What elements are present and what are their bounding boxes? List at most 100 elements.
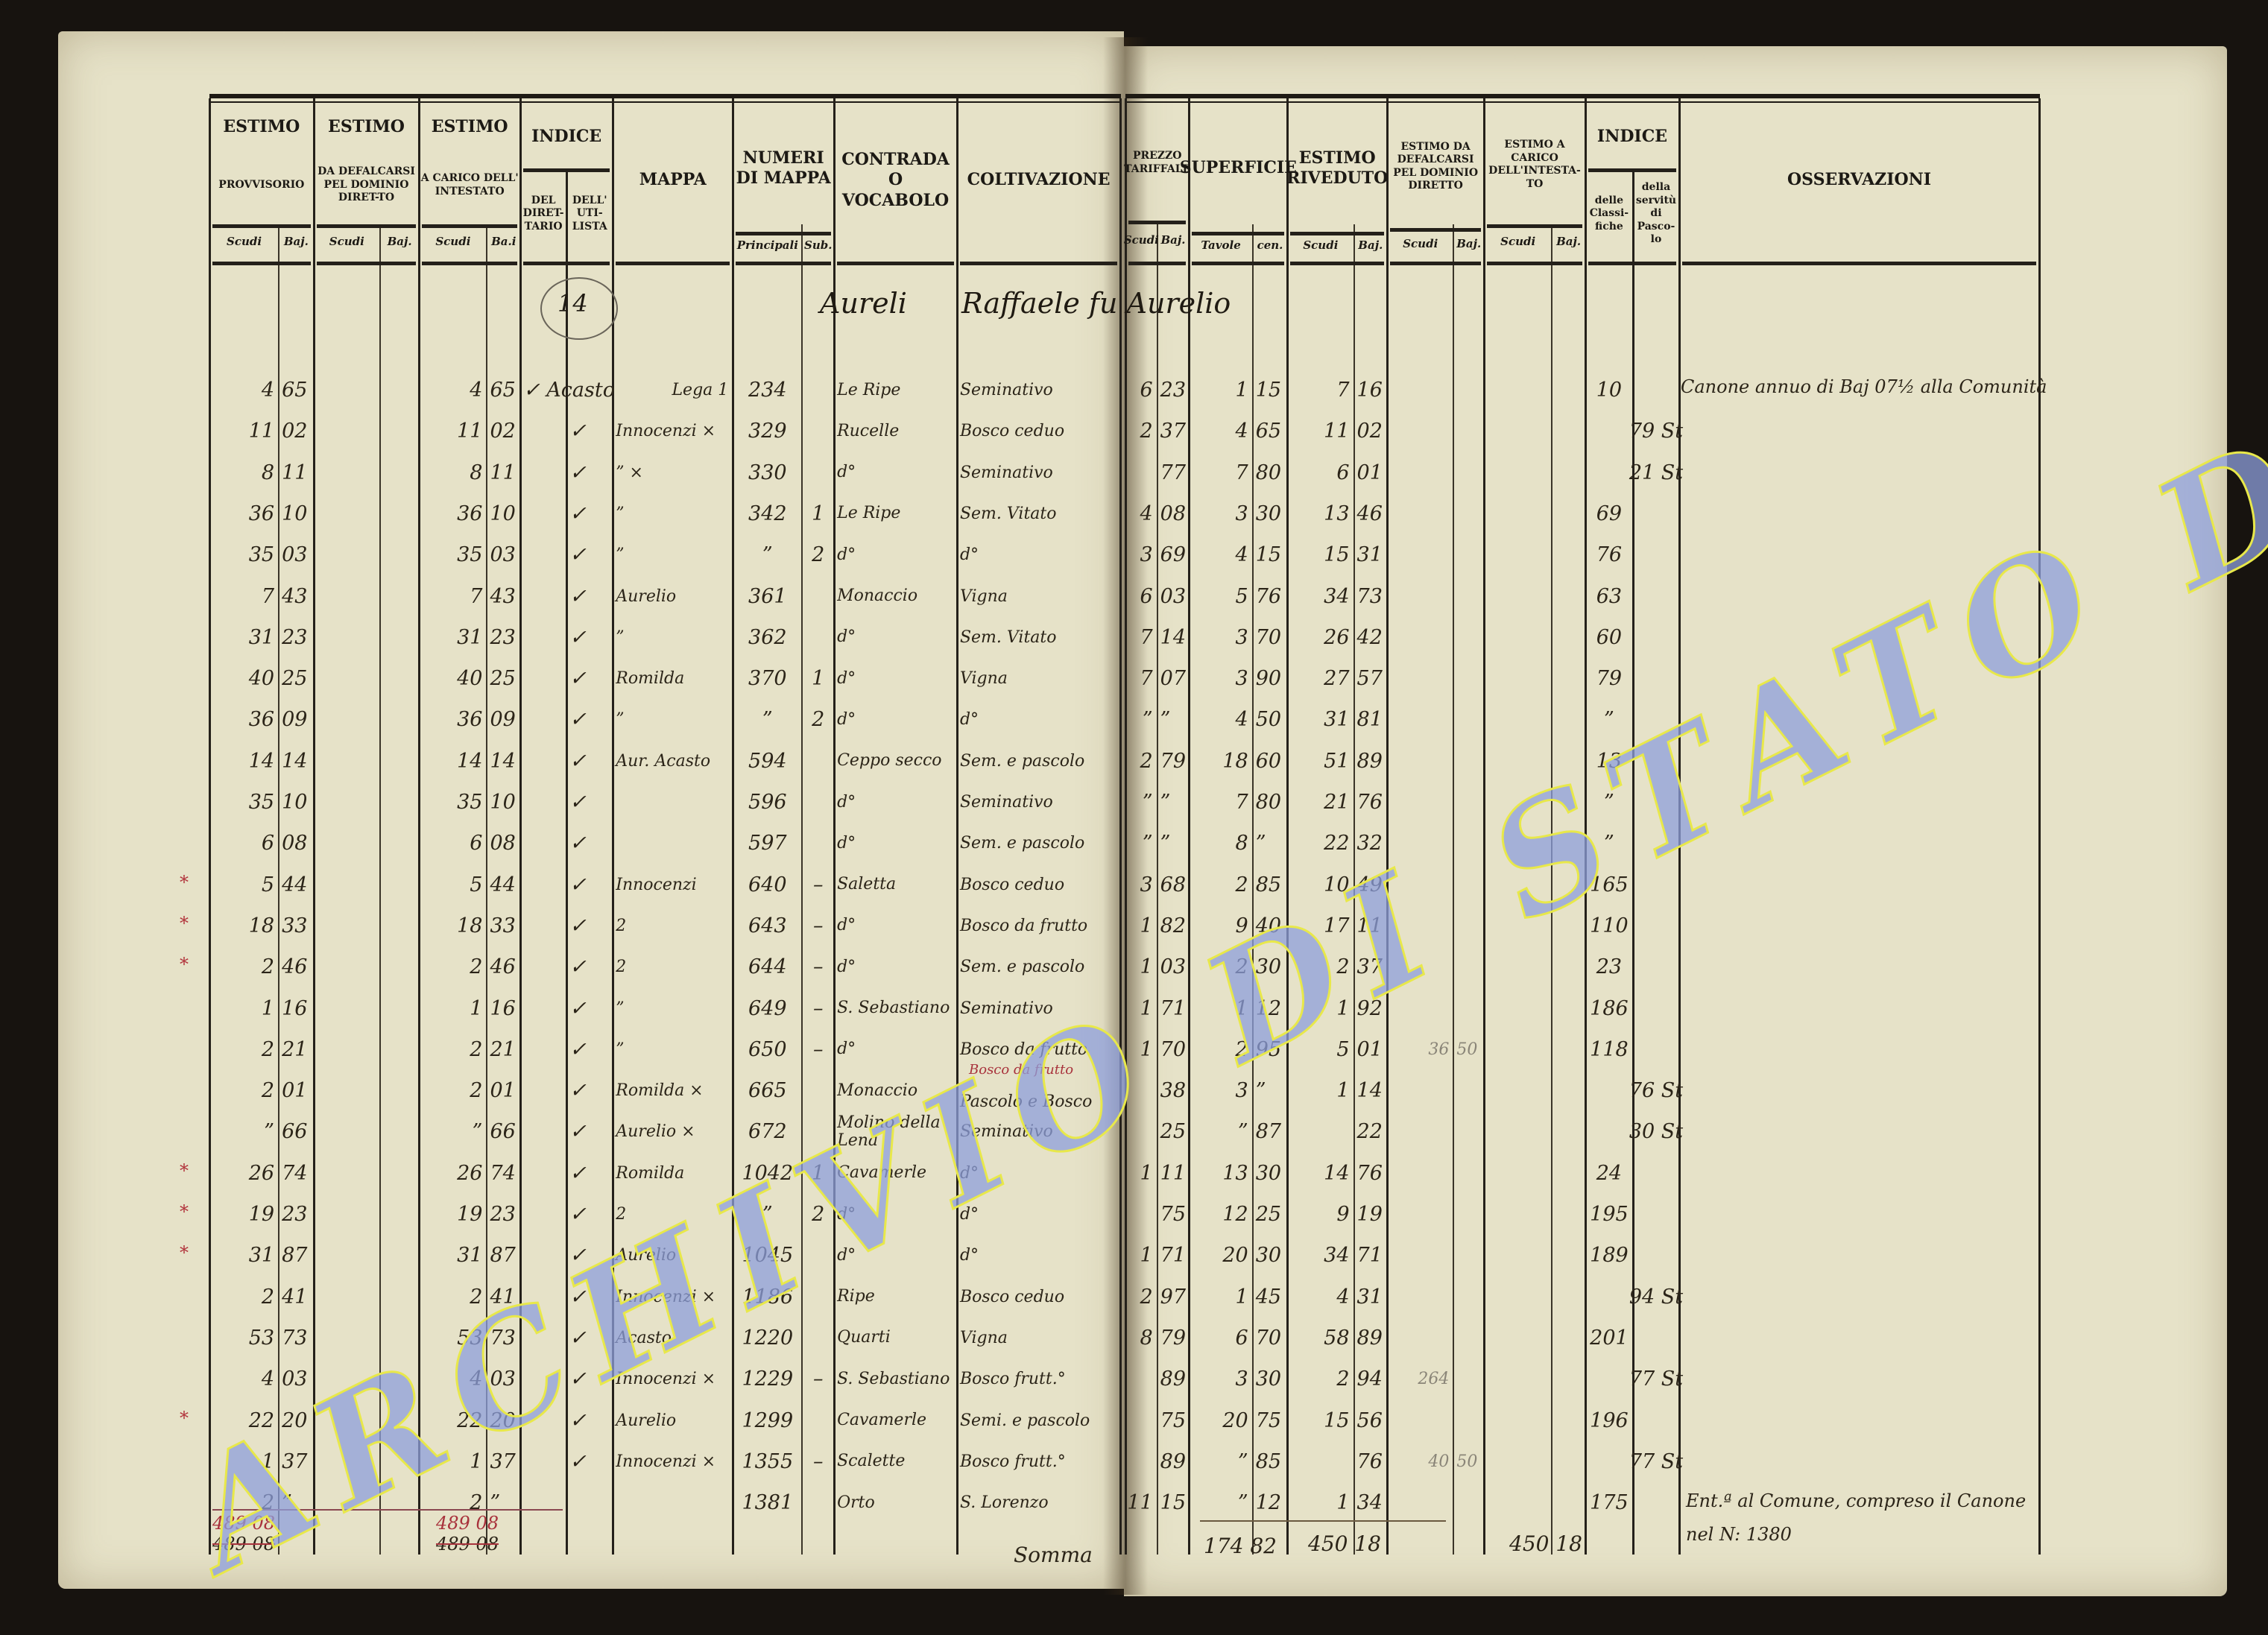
cell-left-11: Cavamerle bbox=[837, 1163, 927, 1183]
cell-right-3: 25 bbox=[1255, 1203, 1282, 1226]
table-row: ” ” 7 80 21 76 ” bbox=[1125, 782, 2039, 823]
cell-right-3: 30 bbox=[1255, 955, 1282, 979]
cell-right-5: 76 bbox=[1356, 791, 1383, 814]
cell-right-1: 08 bbox=[1160, 502, 1187, 525]
left-ledger-table: ESTIMO PROVVISORIO Scudi Baj. ESTIMO DA DEFAL… bbox=[180, 94, 1122, 1555]
cell-right-5: 37 bbox=[1356, 955, 1383, 979]
header-estimo-defalcarsi-col-1: Baj. bbox=[387, 235, 412, 249]
cell-left-9: 1045 bbox=[742, 1244, 794, 1268]
cell-left-0: 7 bbox=[261, 584, 275, 608]
cell-left-4: 31 bbox=[457, 1244, 483, 1268]
cell-left-5: 37 bbox=[490, 1449, 516, 1473]
table-row: 2 79 18 60 51 89 13 bbox=[1125, 741, 2039, 782]
cell-left-0: 35 bbox=[248, 791, 275, 814]
column-divider bbox=[278, 224, 280, 1555]
cell-left-11: Ripe bbox=[837, 1287, 875, 1306]
cell-right-0: 4 bbox=[1140, 502, 1153, 525]
table-row: 38 3 ” 1 14 76 St bbox=[1125, 1070, 2039, 1111]
table-row: 89 3 30 2 94 264 77 St bbox=[1125, 1359, 2039, 1400]
cell-right-0: 1 bbox=[1140, 914, 1153, 937]
observation-last-line2: nel N: 1380 bbox=[1686, 1524, 1792, 1545]
cell-left-5: 03 bbox=[490, 1367, 516, 1391]
cell-left-12: d° bbox=[959, 710, 979, 730]
cell-left-8: Romilda bbox=[616, 1163, 685, 1183]
table-row: 8 79 6 70 58 89 201 bbox=[1125, 1318, 2039, 1359]
cell-left-0: 2 bbox=[261, 1491, 275, 1515]
cell-right-4: 15 bbox=[1324, 543, 1350, 567]
total-provvisorio-struck: 489 08 bbox=[212, 1534, 275, 1555]
cell-left-5: 10 bbox=[490, 791, 516, 814]
cell-right-4: 34 bbox=[1324, 584, 1350, 608]
table-row: ” 66 ” 66 ✓ Aurelio × 672 Molino della Lena Semi… bbox=[209, 1111, 1120, 1152]
cell-right-10: 196 bbox=[1590, 1408, 1629, 1432]
cell-right-3: 30 bbox=[1255, 1161, 1282, 1185]
cell-left-11: d° bbox=[837, 1040, 856, 1059]
cell-right-0: ” bbox=[1142, 708, 1153, 732]
cell-right-5: 14 bbox=[1356, 1079, 1383, 1103]
cell-left-1: 65 bbox=[282, 379, 308, 402]
cell-right-5: 46 bbox=[1356, 502, 1383, 525]
entry-number: 14 bbox=[557, 289, 588, 317]
cell-left-9: 672 bbox=[748, 1120, 787, 1144]
cell-left-10: 2 bbox=[812, 1203, 825, 1226]
cell-right-2: 6 bbox=[1235, 1326, 1248, 1350]
column-divider bbox=[209, 98, 211, 1555]
cell-right-0: 2 bbox=[1140, 420, 1153, 443]
cell-right-5: 11 bbox=[1356, 914, 1383, 937]
cell-left-7: ✓ bbox=[569, 832, 587, 856]
cell-right-0: 3 bbox=[1140, 873, 1153, 896]
column-divider bbox=[801, 224, 803, 1555]
cell-left-11: Le Ripe bbox=[837, 504, 901, 523]
table-row: 2 37 4 65 11 02 79 St bbox=[1125, 411, 2039, 452]
cell-left-9: 644 bbox=[748, 955, 787, 979]
cell-left-5: 41 bbox=[490, 1285, 516, 1309]
cell-left-4: 35 bbox=[457, 543, 483, 567]
cell-left-11: d° bbox=[837, 668, 856, 688]
cell-left-8: ” bbox=[616, 545, 625, 565]
cell-left-9: 640 bbox=[748, 873, 787, 896]
header-rule bbox=[837, 262, 954, 265]
cell-right-10: 201 bbox=[1590, 1326, 1629, 1350]
cell-left-12: Bosco da frutto bbox=[959, 1040, 1088, 1059]
cell-right-4: 1 bbox=[1336, 1079, 1350, 1103]
cell-right-3: 85 bbox=[1255, 1449, 1282, 1473]
cell-right-6: 36 bbox=[1428, 1040, 1450, 1059]
cell-left-10: 1 bbox=[812, 667, 825, 691]
cell-left-0: 19 bbox=[248, 1203, 275, 1226]
cell-left-12: Bosco ceduo bbox=[959, 875, 1065, 894]
cell-left-8: 2 bbox=[616, 1205, 627, 1224]
cell-right-1: 07 bbox=[1160, 667, 1187, 691]
cell-right-0: 1 bbox=[1140, 1037, 1153, 1061]
cell-left-7: ✓ bbox=[569, 584, 587, 608]
cell-left-0: 2 bbox=[261, 1079, 275, 1103]
table-row: * 26 74 26 74 ✓ Romilda 1042 1 Cavamerle d° bbox=[180, 1153, 1120, 1194]
cell-right-2: 1 bbox=[1235, 996, 1248, 1020]
column-divider bbox=[1386, 98, 1389, 1555]
cell-right-4: 17 bbox=[1324, 914, 1350, 937]
table-row: 25 ” 87 22 30 St bbox=[1125, 1111, 2039, 1152]
cell-left-4: 19 bbox=[457, 1203, 483, 1226]
cell-right-2: 3 bbox=[1235, 1079, 1248, 1103]
table-row: 3 69 4 15 15 31 76 bbox=[1125, 534, 2039, 575]
total-riveduto: 450 18 bbox=[1308, 1531, 1381, 1556]
header-estimo-defalcarsi-right-col-1: Baj. bbox=[1456, 236, 1482, 250]
cell-left-9: 1229 bbox=[742, 1367, 794, 1391]
cell-right-3: 70 bbox=[1255, 625, 1282, 649]
header-estimo-carico-col-0: Scudi bbox=[435, 235, 471, 249]
cell-left-4: 1 bbox=[470, 1449, 483, 1473]
cell-left-0: 6 bbox=[261, 832, 275, 856]
header-rule bbox=[1290, 262, 1385, 265]
cell-right-3: ” bbox=[1255, 1079, 1266, 1103]
cell-left-12: Bosco da frutto bbox=[959, 916, 1088, 935]
cell-left-11: Ceppo secco bbox=[837, 751, 942, 771]
cell-left-12: Seminativo bbox=[959, 1122, 1053, 1142]
cell-right-1: 79 bbox=[1160, 1326, 1187, 1350]
cell-left-12: Sem. Vitato bbox=[959, 627, 1057, 647]
cell-right-2: 18 bbox=[1222, 749, 1248, 773]
cell-right-5: 01 bbox=[1356, 461, 1383, 484]
cell-left-8: Acasto bbox=[616, 1328, 672, 1347]
cell-left-5: 21 bbox=[490, 1037, 516, 1061]
cell-left-4: 40 bbox=[457, 667, 483, 691]
cell-left-11: d° bbox=[837, 957, 856, 976]
cell-right-10: ” bbox=[1604, 832, 1614, 856]
